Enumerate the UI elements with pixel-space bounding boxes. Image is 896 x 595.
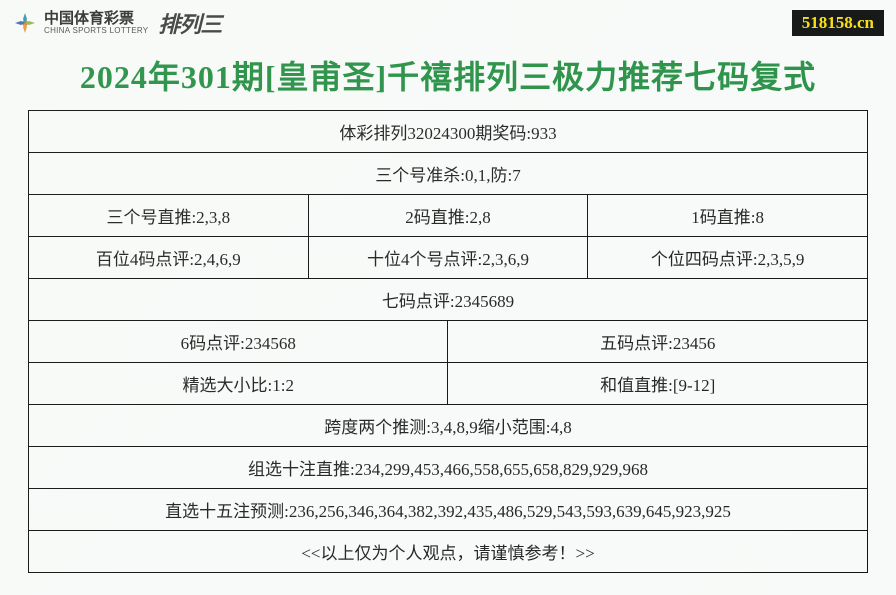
- cell-sum-direct: 和值直推:[9-12]: [448, 363, 868, 405]
- row-disclaimer: <<以上仅为个人观点，请谨慎参考！>>: [29, 531, 868, 573]
- lottery-logo-icon: [12, 10, 38, 36]
- logo-pl3: 排列三: [158, 7, 221, 39]
- table-wrap: 体彩排列32024300期奖码:933 三个号准杀:0,1,防:7 三个号直推:…: [0, 110, 896, 573]
- cell-3num-direct: 三个号直推:2,3,8: [29, 195, 309, 237]
- row-direct-fifteen: 直选十五注预测:236,256,346,364,382,392,435,486,…: [29, 489, 868, 531]
- logo-text-wrap: 中国体育彩票 CHINA SPORTS LOTTERY: [44, 11, 148, 36]
- logo-text-cn: 中国体育彩票: [44, 11, 148, 26]
- prediction-table: 体彩排列32024300期奖码:933 三个号准杀:0,1,防:7 三个号直推:…: [28, 110, 868, 573]
- logo-text-en: CHINA SPORTS LOTTERY: [44, 26, 148, 36]
- cell-hundreds: 百位4码点评:2,4,6,9: [29, 237, 309, 279]
- row-span: 跨度两个推测:3,4,8,9缩小范围:4,8: [29, 405, 868, 447]
- cell-size-ratio: 精选大小比:1:2: [29, 363, 448, 405]
- row-prize-code: 体彩排列32024300期奖码:933: [29, 111, 868, 153]
- cell-six-code: 6码点评:234568: [29, 321, 448, 363]
- row-group-ten: 组选十注直推:234,299,453,466,558,655,658,829,9…: [29, 447, 868, 489]
- cell-five-code: 五码点评:23456: [448, 321, 868, 363]
- row-seven-code: 七码点评:2345689: [29, 279, 868, 321]
- site-badge: 518158.cn: [792, 10, 884, 36]
- cell-ones: 个位四码点评:2,3,5,9: [588, 237, 868, 279]
- page-title: 2024年301期[皇甫圣]千禧排列三极力推荐七码复式: [0, 44, 896, 110]
- cell-tens: 十位4个号点评:2,3,6,9: [308, 237, 588, 279]
- row-kill-numbers: 三个号准杀:0,1,防:7: [29, 153, 868, 195]
- header: 中国体育彩票 CHINA SPORTS LOTTERY 排列三 518158.c…: [0, 0, 896, 44]
- cell-2num-direct: 2码直推:2,8: [308, 195, 588, 237]
- cell-1num-direct: 1码直推:8: [588, 195, 868, 237]
- logo-block: 中国体育彩票 CHINA SPORTS LOTTERY 排列三: [12, 7, 221, 39]
